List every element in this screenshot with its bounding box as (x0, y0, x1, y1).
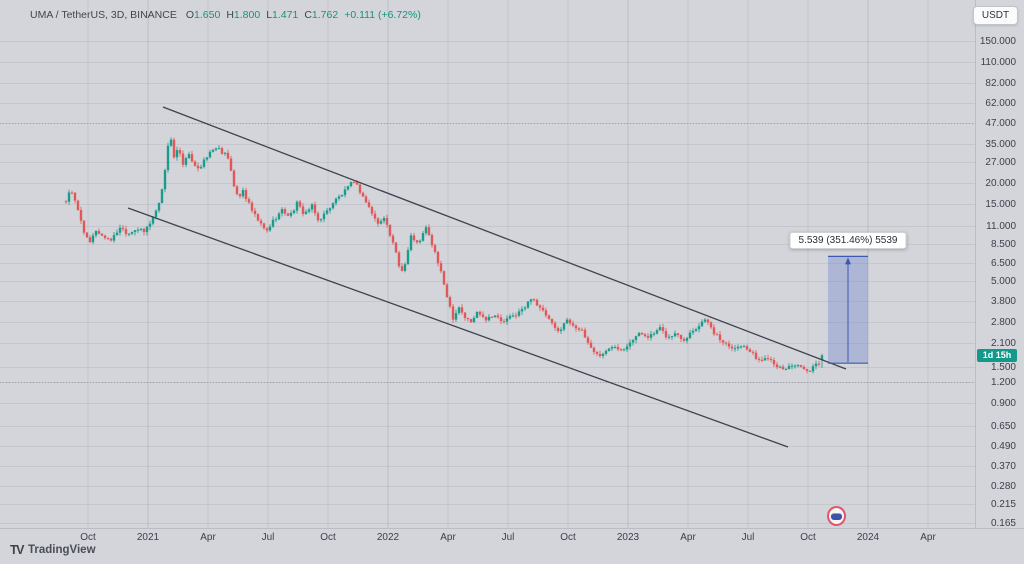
time-axis-label: Oct (560, 532, 576, 543)
price-axis-label: 1.500 (990, 361, 1016, 373)
event-marker-glyph (830, 512, 842, 520)
time-axis-label: 2022 (376, 532, 400, 543)
price-axis-label: 15.000 (985, 198, 1016, 210)
price-axis-label: 0.650 (990, 420, 1016, 432)
grid (0, 0, 975, 528)
price-axis-label: 27.000 (985, 156, 1016, 168)
price-axis-label: 35.000 (985, 138, 1016, 150)
price-range-box[interactable] (828, 255, 868, 364)
price-axis-label: 2.100 (990, 337, 1016, 349)
low-label: L (266, 9, 273, 21)
time-axis-label: Oct (80, 532, 96, 543)
price-axis-label: 3.800 (990, 295, 1016, 307)
open-value: 1.650 (194, 9, 221, 21)
price-axis-label: 0.215 (990, 499, 1016, 511)
low-value: 1.471 (272, 9, 299, 21)
price-axis-label: 110.000 (980, 57, 1016, 69)
tradingview-logo-icon: TV (10, 543, 24, 557)
price-axis-label: 11.000 (986, 220, 1016, 232)
high-label: H (226, 9, 234, 21)
tradingview-logo-text: TradingView (27, 544, 96, 556)
price-axis-label: 8.500 (990, 238, 1016, 250)
tradingview-logo[interactable]: TV TradingView (10, 543, 96, 557)
upper-channel-trendline[interactable] (162, 106, 847, 370)
price-axis-label: 1.200 (990, 377, 1016, 389)
high-value: 1.800 (233, 9, 261, 21)
price-axis-label: 0.490 (990, 440, 1016, 452)
lower-channel-trendline[interactable] (127, 207, 789, 448)
range-measure-label: 5.539 (351.46%) 5539 (789, 232, 907, 250)
time-axis-label: Oct (800, 532, 816, 543)
time-axis-label: Jul (261, 532, 275, 543)
time-axis-label: Apr (920, 532, 936, 543)
candlestick-series[interactable] (64, 137, 824, 374)
price-axis-label: 0.165 (990, 518, 1016, 529)
time-axis-label: Oct (320, 532, 336, 543)
price-axis-label: 0.900 (990, 397, 1016, 409)
time-axis-label: Jul (741, 532, 755, 543)
countdown-badge[interactable]: 1d 15h (977, 348, 1017, 362)
time-axis-label: Jul (501, 532, 515, 543)
time-axis-label: Apr (680, 532, 696, 543)
time-axis-label: 2024 (856, 532, 880, 543)
price-axis-label: 0.280 (990, 480, 1016, 492)
price-axis-label: 2.800 (990, 317, 1016, 329)
symbol-title[interactable]: UMA / TetherUS, 3D, BINANCE (30, 9, 177, 21)
price-axis-label: 82.000 (985, 78, 1016, 90)
symbol-legend[interactable]: UMA / TetherUS, 3D, BINANCE O1.650 H1.800 L… (30, 9, 421, 21)
price-axis-label: 62.000 (985, 98, 1016, 110)
time-axis-separator (0, 528, 1024, 529)
close-label: C (304, 9, 312, 21)
price-axis-label: 20.000 (985, 178, 1016, 190)
price-axis-label: 150.000 (979, 35, 1016, 47)
price-axis-label: 6.500 (990, 257, 1016, 269)
time-axis-label: Apr (200, 532, 216, 543)
open-label: O (185, 9, 195, 21)
price-chart[interactable] (0, 0, 975, 528)
price-axis-separator (975, 0, 976, 528)
close-value: 1.762 (311, 9, 339, 21)
change-value: +0.111 (+6.72%) (344, 9, 421, 21)
event-marker-icon[interactable] (826, 506, 846, 526)
time-axis-label: 2021 (136, 532, 160, 543)
price-axis-label: 5.000 (990, 276, 1016, 288)
price-axis-label: 47.000 (985, 117, 1016, 129)
time-axis-label: 2023 (616, 532, 640, 543)
currency-button[interactable]: USDT (973, 6, 1018, 25)
time-axis-label: Apr (440, 532, 456, 543)
price-axis-label: 0.370 (990, 460, 1016, 472)
